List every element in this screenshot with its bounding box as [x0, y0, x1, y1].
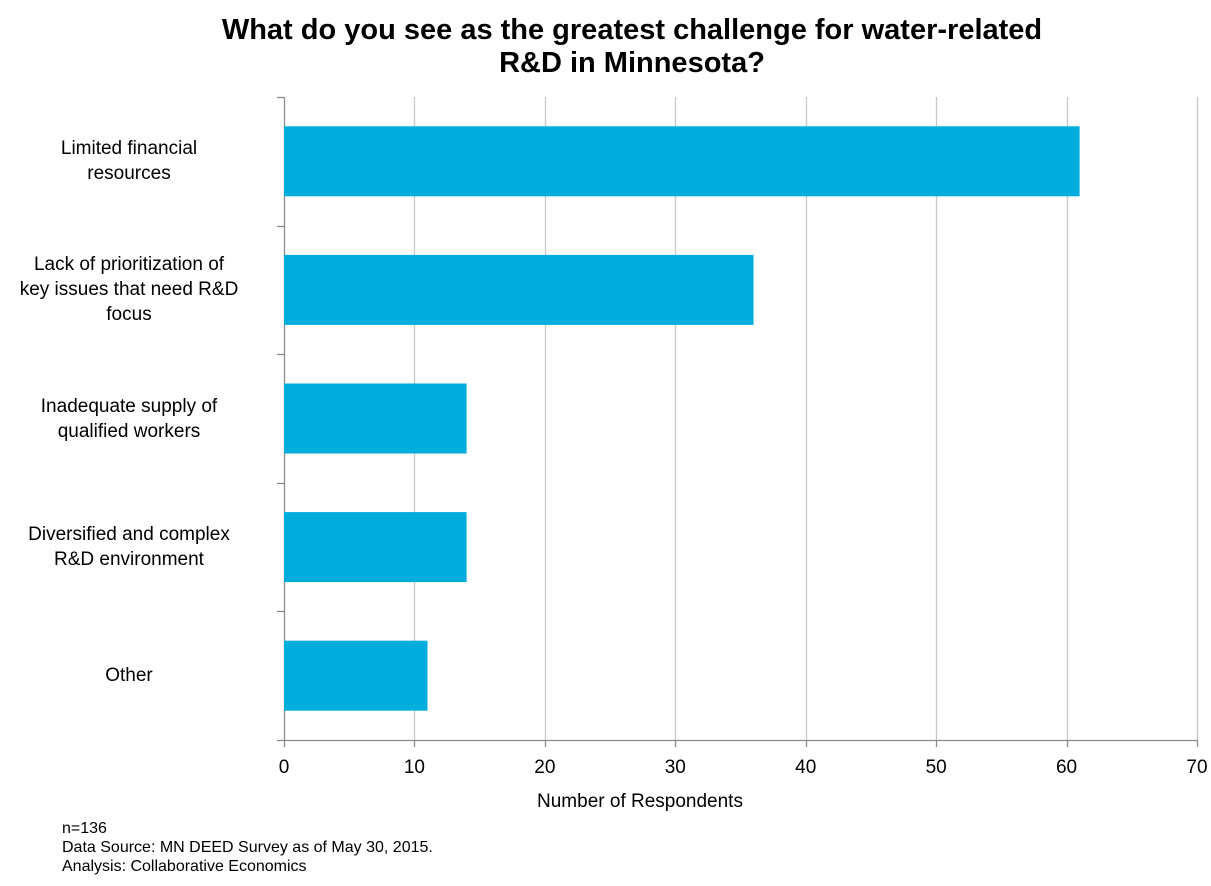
chart-footnote: n=136 Data Source: MN DEED Survey as of …	[62, 819, 433, 876]
analysis-note: Analysis: Collaborative Economics	[62, 858, 307, 875]
x-tick-label: 10	[403, 757, 425, 778]
category-label-line: Diversified and complex	[28, 524, 230, 546]
x-tick-label: 20	[534, 757, 556, 778]
chart-title-line: R&D in Minnesota?	[499, 47, 765, 79]
category-label: Limited financial resources	[0, 136, 274, 186]
category-label: Lack of prioritization of key issues that…	[0, 252, 274, 327]
bar	[284, 254, 754, 325]
category-label-line: qualified workers	[57, 420, 201, 442]
bar	[284, 640, 428, 711]
category-label-line: R&D environment	[54, 549, 204, 571]
category-label: Other	[0, 663, 274, 688]
bar	[284, 383, 467, 454]
x-axis-label: Number of Respondents	[537, 791, 743, 812]
bar	[284, 512, 467, 583]
x-tick-label: 40	[795, 757, 817, 778]
x-tick-label: 30	[664, 757, 686, 778]
data-source-note: Data Source: MN DEED Survey as of May 30…	[62, 839, 433, 856]
category-label-line: Lack of prioritization of	[33, 254, 225, 276]
category-label-line: Other	[105, 665, 153, 687]
chart-title: What do you see as the greatest challeng…	[0, 14, 1211, 80]
category-label-line: resources	[87, 163, 171, 185]
x-tick-label: 0	[278, 757, 290, 778]
category-label-line: Limited financial	[60, 138, 198, 160]
category-label-line: focus	[106, 304, 152, 326]
category-label-line: key issues that need R&D	[19, 279, 239, 301]
bar	[284, 126, 1080, 197]
x-tick-label: 50	[925, 757, 947, 778]
x-tick-label: 70	[1186, 757, 1208, 778]
category-label: Inadequate supply of qualified workers	[0, 394, 274, 444]
category-label-line: Inadequate supply of	[40, 395, 218, 417]
category-label: Diversified and complex R&D environment	[0, 522, 274, 572]
x-tick-label: 60	[1055, 757, 1078, 778]
chart-title-line: What do you see as the greatest challeng…	[221, 14, 1043, 46]
sample-size-note: n=136	[62, 820, 107, 837]
